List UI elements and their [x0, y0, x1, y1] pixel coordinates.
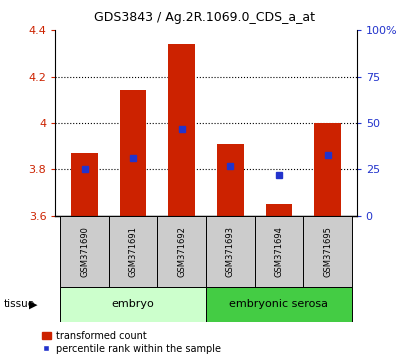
Bar: [157, 216, 205, 287]
Text: embryonic serosa: embryonic serosa: [229, 299, 328, 309]
Text: GSM371690: GSM371690: [80, 226, 89, 277]
Text: GSM371694: GSM371694: [274, 226, 283, 277]
Bar: [254, 216, 303, 287]
Bar: [216, 144, 243, 216]
Bar: [168, 44, 195, 216]
Bar: [265, 204, 292, 216]
Text: tissue: tissue: [4, 299, 35, 309]
Bar: [206, 287, 351, 322]
Text: GSM371691: GSM371691: [128, 226, 137, 277]
Bar: [119, 91, 146, 216]
Legend: transformed count, percentile rank within the sample: transformed count, percentile rank withi…: [38, 327, 225, 354]
Text: GSM371695: GSM371695: [322, 226, 331, 277]
Text: ▶: ▶: [29, 299, 38, 309]
Text: GSM371693: GSM371693: [225, 226, 234, 277]
Text: GDS3843 / Ag.2R.1069.0_CDS_a_at: GDS3843 / Ag.2R.1069.0_CDS_a_at: [94, 11, 315, 24]
Bar: [313, 123, 340, 216]
Bar: [60, 287, 206, 322]
Bar: [60, 216, 108, 287]
Bar: [303, 216, 351, 287]
Text: GSM371692: GSM371692: [177, 226, 186, 277]
Bar: [206, 216, 254, 287]
Text: embryo: embryo: [112, 299, 154, 309]
Bar: [108, 216, 157, 287]
Bar: [71, 153, 98, 216]
